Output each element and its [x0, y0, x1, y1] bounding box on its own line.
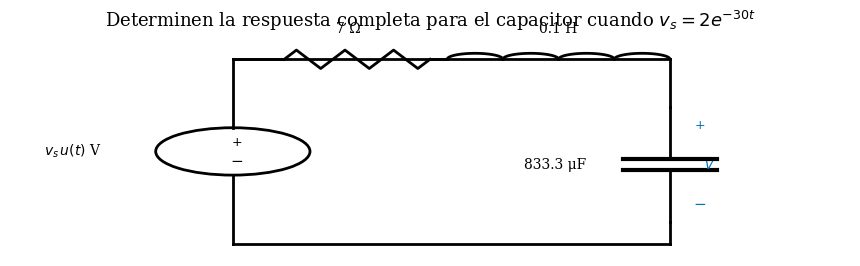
- Text: −: −: [230, 154, 243, 169]
- Text: −: −: [694, 197, 706, 211]
- Text: $v$: $v$: [704, 157, 715, 172]
- Text: $v_s\,u(t)$ V: $v_s\,u(t)$ V: [44, 143, 101, 160]
- Text: 833.3 μF: 833.3 μF: [525, 157, 587, 172]
- Text: Determinen la respuesta completa para el capacitor cuando $v_s = 2e^{-30t}$: Determinen la respuesta completa para el…: [105, 9, 755, 34]
- Text: +: +: [695, 119, 705, 132]
- Text: +: +: [232, 136, 243, 149]
- Text: 7 Ω: 7 Ω: [336, 22, 361, 36]
- Text: 0.1 H: 0.1 H: [539, 22, 578, 36]
